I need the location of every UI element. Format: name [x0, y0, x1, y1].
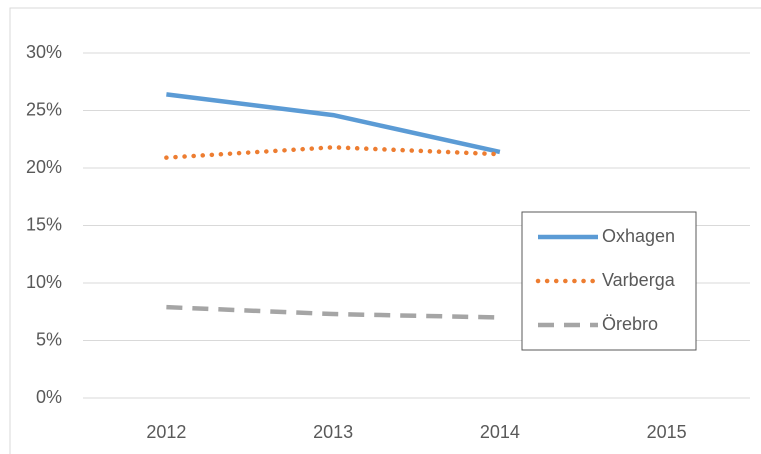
y-tick-label: 5%: [36, 329, 62, 349]
x-tick-label: 2015: [647, 422, 687, 442]
y-tick-label: 0%: [36, 387, 62, 407]
series-line: [166, 304, 500, 320]
y-tick-label: 25%: [26, 99, 62, 119]
y-tick-label: 30%: [26, 42, 62, 62]
x-tick-label: 2012: [146, 422, 186, 442]
legend-label: Örebro: [602, 314, 658, 334]
legend-label: Oxhagen: [602, 226, 675, 246]
y-tick-label: 20%: [26, 157, 62, 177]
x-tick-label: 2013: [313, 422, 353, 442]
series-line: [164, 145, 503, 160]
y-tick-label: 15%: [26, 214, 62, 234]
legend-label: Varberga: [602, 270, 676, 290]
x-tick-label: 2014: [480, 422, 520, 442]
y-tick-label: 10%: [26, 272, 62, 292]
series-line: [166, 92, 501, 155]
